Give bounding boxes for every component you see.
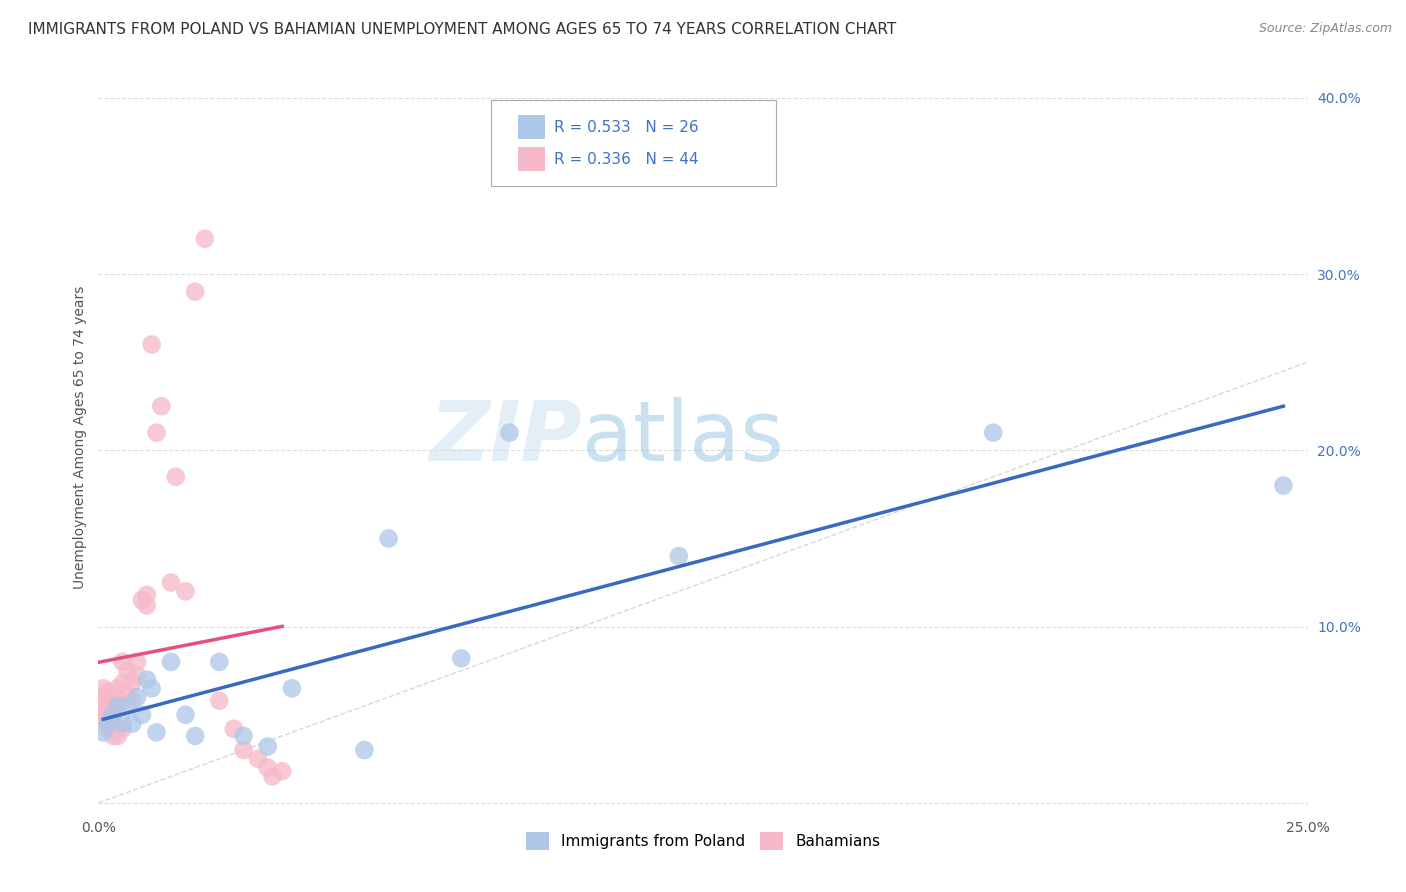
Point xyxy=(121,693,143,707)
Point xyxy=(101,698,124,713)
Text: atlas: atlas xyxy=(582,397,783,477)
Point xyxy=(117,698,139,713)
Point xyxy=(117,664,139,678)
Point xyxy=(135,599,157,613)
Point xyxy=(262,769,284,783)
Point xyxy=(160,575,183,590)
Point xyxy=(97,711,120,725)
Point xyxy=(127,690,149,705)
Point xyxy=(91,690,114,705)
Point xyxy=(498,425,520,440)
Point xyxy=(208,655,231,669)
Point xyxy=(101,729,124,743)
Point xyxy=(145,425,167,440)
Text: R = 0.336   N = 44: R = 0.336 N = 44 xyxy=(554,152,699,167)
Point xyxy=(111,722,134,736)
Point xyxy=(91,681,114,696)
Point xyxy=(160,655,183,669)
FancyBboxPatch shape xyxy=(492,100,776,186)
Point xyxy=(232,743,254,757)
Text: ZIP: ZIP xyxy=(429,397,582,477)
Y-axis label: Unemployment Among Ages 65 to 74 years: Unemployment Among Ages 65 to 74 years xyxy=(73,285,87,589)
Point xyxy=(111,676,134,690)
Point xyxy=(194,232,217,246)
Point xyxy=(377,532,399,546)
Point xyxy=(127,669,149,683)
Point xyxy=(97,716,120,731)
Point xyxy=(232,729,254,743)
Point xyxy=(256,761,278,775)
Point xyxy=(668,549,690,563)
Point xyxy=(107,698,129,713)
Point xyxy=(107,722,129,736)
Bar xyxy=(517,147,544,171)
Point xyxy=(150,399,173,413)
Text: Source: ZipAtlas.com: Source: ZipAtlas.com xyxy=(1258,22,1392,36)
Point xyxy=(127,655,149,669)
Point xyxy=(101,707,124,722)
Point xyxy=(145,725,167,739)
Point xyxy=(271,764,294,779)
Point xyxy=(281,681,304,696)
Point xyxy=(353,743,375,757)
Point xyxy=(141,337,163,351)
Point xyxy=(107,729,129,743)
Point xyxy=(97,685,120,699)
Point xyxy=(165,469,187,483)
Point xyxy=(121,676,143,690)
Point xyxy=(981,425,1004,440)
Point xyxy=(91,698,114,713)
Point xyxy=(91,725,114,739)
Text: IMMIGRANTS FROM POLAND VS BAHAMIAN UNEMPLOYMENT AMONG AGES 65 TO 74 YEARS CORREL: IMMIGRANTS FROM POLAND VS BAHAMIAN UNEMP… xyxy=(28,22,897,37)
Point xyxy=(111,716,134,731)
Point xyxy=(450,651,472,665)
Point xyxy=(135,673,157,687)
Point xyxy=(1272,478,1295,492)
Point xyxy=(91,711,114,725)
Point xyxy=(107,693,129,707)
Bar xyxy=(517,115,544,139)
Point xyxy=(101,711,124,725)
Point xyxy=(121,716,143,731)
Point xyxy=(174,707,197,722)
Point xyxy=(131,707,153,722)
Point xyxy=(117,687,139,701)
Point xyxy=(208,693,231,707)
Point xyxy=(184,729,207,743)
Legend: Immigrants from Poland, Bahamians: Immigrants from Poland, Bahamians xyxy=(520,826,886,856)
Point xyxy=(107,681,129,696)
Point xyxy=(135,588,157,602)
Point xyxy=(247,752,270,766)
Point xyxy=(87,707,110,722)
Point xyxy=(174,584,197,599)
Point xyxy=(97,722,120,736)
Point xyxy=(97,698,120,713)
Point xyxy=(222,722,245,736)
Text: R = 0.533   N = 26: R = 0.533 N = 26 xyxy=(554,120,699,135)
Point xyxy=(131,593,153,607)
Point xyxy=(111,655,134,669)
Point xyxy=(184,285,207,299)
Point xyxy=(141,681,163,696)
Point xyxy=(256,739,278,754)
Point xyxy=(101,722,124,736)
